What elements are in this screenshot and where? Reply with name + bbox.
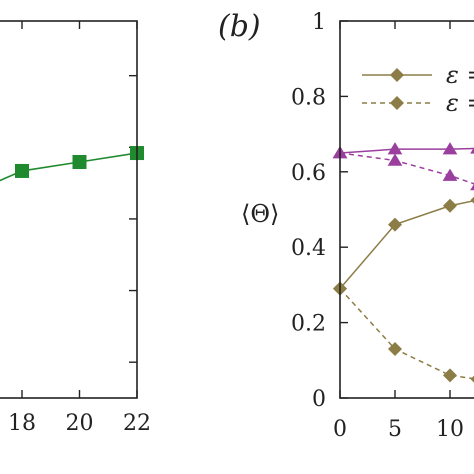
panel-b-y-axis-label: ⟨Θ⟩: [241, 200, 279, 228]
panel-b-series: [332, 142, 474, 383]
panel-b-data-point: [470, 147, 474, 154]
panel-b-y-tick-label: 1: [312, 10, 326, 35]
panel-b-data-point: [387, 142, 403, 155]
panel-b-y-tick-label: 0.2: [291, 312, 326, 337]
panel-a-x-tick-label: 20: [66, 411, 94, 436]
panel-b-y-tick-label: 0.4: [291, 236, 326, 261]
legend-label: ε =: [446, 61, 474, 89]
panel-a-x-tick-label: 22: [123, 411, 151, 436]
panel-a-data-point: [15, 163, 29, 178]
panel-b-series-line: [339, 152, 474, 185]
panel-a-series-line: [0, 152, 138, 182]
panel-b-series-line: [339, 147, 474, 154]
panel-b-data-point: [470, 375, 474, 383]
panel-b-data-point: [442, 168, 458, 181]
panel-b-x-tick-label: 0: [333, 417, 347, 442]
panel-b-x-tick-labels: 0 5 10: [333, 417, 464, 442]
panel-b-data-point: [388, 341, 402, 356]
panel-b-x-tick-label: 5: [388, 417, 402, 442]
panel-a-chart: 18 20 22: [0, 20, 151, 436]
panel-a-ticks: [21, 21, 138, 398]
panel-b-y-tick-label: 0: [312, 387, 326, 412]
legend-marker: [390, 68, 404, 82]
panel-b-frame: [339, 20, 474, 399]
panel-b-legend: ε =ε =: [362, 61, 474, 117]
panel-b-data-point: [470, 183, 474, 191]
panel-b-data-point: [443, 198, 457, 213]
panel-a-frame: [0, 20, 138, 399]
panel-a-data-point: [72, 154, 87, 169]
panel-b-label: (b): [218, 9, 261, 44]
panel-a-x-tick-label: 18: [8, 411, 36, 436]
panel-b-data-point: [387, 153, 403, 166]
panel-b-y-tick-label: 0.8: [291, 85, 326, 110]
panel-b-data-point: [388, 217, 402, 232]
panel-b-chart: (b) ⟨Θ⟩ ε =ε = 0 5 10 0 0.2 0.4 0.6 0.8 1: [218, 9, 474, 442]
panel-b-data-point: [443, 368, 457, 383]
legend-marker: [390, 96, 404, 110]
panel-b-series-line: [339, 288, 474, 380]
panel-b-x-tick-label: 10: [436, 417, 464, 442]
legend-label: ε =: [446, 89, 474, 117]
panel-a-series: [0, 146, 144, 182]
panel-b-series-line: [339, 200, 474, 290]
panel-b-data-point: [442, 142, 458, 155]
panel-b-data-point: [470, 196, 474, 204]
panel-b-y-tick-label: 0.6: [291, 161, 326, 186]
panel-a-x-tick-labels: 18 20 22: [8, 411, 151, 436]
panel-b-y-tick-labels: 0 0.2 0.4 0.6 0.8 1: [291, 10, 326, 412]
